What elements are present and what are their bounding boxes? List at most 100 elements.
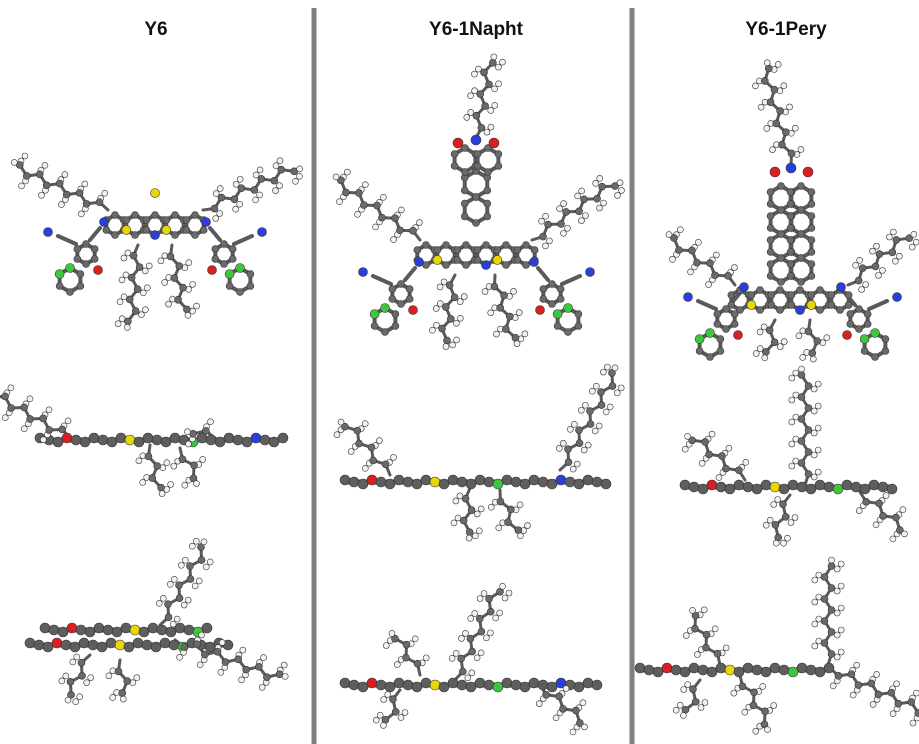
atom [403, 477, 413, 487]
atom [177, 654, 183, 660]
atom [402, 710, 408, 716]
atom [478, 124, 485, 131]
atom [779, 484, 789, 494]
atom [815, 425, 821, 431]
atom [478, 628, 485, 635]
atom [695, 239, 701, 245]
atom [538, 477, 548, 487]
atom [391, 454, 397, 460]
atom [398, 281, 405, 288]
atom [815, 381, 821, 387]
atom [94, 266, 103, 275]
atom [828, 629, 835, 636]
atom [151, 231, 160, 240]
atom [11, 159, 17, 165]
atom [814, 338, 821, 345]
atom [773, 540, 779, 546]
atom [448, 475, 458, 485]
atom [491, 283, 498, 290]
atom [102, 190, 108, 196]
atom [233, 435, 243, 445]
atom [83, 241, 90, 248]
atom [767, 237, 774, 244]
atom [467, 635, 474, 642]
atom [565, 459, 572, 466]
atom [496, 81, 502, 87]
atom [782, 129, 789, 136]
atom [128, 274, 135, 281]
atom [62, 172, 68, 178]
atom [238, 185, 245, 192]
atom [172, 232, 179, 239]
atom [493, 615, 499, 621]
atom [149, 475, 156, 482]
atom [864, 311, 871, 318]
atom [55, 270, 64, 279]
atom [158, 258, 164, 264]
atom [764, 727, 770, 733]
atom [472, 533, 478, 539]
atom [143, 227, 150, 234]
atom [716, 482, 726, 492]
atom [258, 228, 267, 237]
atom [344, 169, 350, 175]
atom [798, 394, 805, 401]
atom [575, 311, 582, 318]
atom [481, 591, 487, 597]
atom [466, 682, 476, 692]
atom [789, 419, 795, 425]
atom [119, 277, 125, 283]
atom [53, 437, 63, 447]
atom [709, 431, 715, 437]
atom [803, 167, 813, 177]
atom [581, 447, 587, 453]
atom [833, 484, 843, 494]
atom [21, 426, 27, 432]
atom [911, 231, 917, 237]
atom [478, 650, 484, 656]
atom [77, 283, 84, 290]
atom [439, 479, 449, 489]
atom [457, 680, 467, 690]
atom [56, 180, 63, 187]
atom [707, 354, 714, 361]
atom [564, 446, 571, 453]
atom [798, 146, 804, 152]
atom [412, 636, 418, 642]
atom [847, 321, 854, 328]
atom [908, 699, 915, 706]
atom [459, 668, 466, 675]
atom [247, 283, 254, 290]
atom [781, 83, 787, 89]
atom [124, 642, 134, 652]
atom [767, 189, 774, 196]
atom [870, 248, 876, 254]
atom [56, 283, 63, 290]
atom [788, 480, 798, 490]
atom [465, 675, 471, 681]
atom [454, 257, 461, 264]
column-title: Y6-1Napht [429, 19, 524, 40]
atom [874, 671, 880, 677]
atom [215, 437, 225, 447]
atom [693, 259, 700, 266]
atom [85, 627, 95, 637]
atom [864, 321, 871, 328]
atom [174, 616, 180, 622]
atom [579, 188, 585, 194]
atom [376, 477, 386, 487]
atom [442, 303, 449, 310]
atom [487, 608, 494, 615]
atom [523, 262, 530, 269]
atom [909, 244, 915, 250]
atom [779, 665, 789, 675]
atom [182, 557, 188, 563]
atom [492, 86, 498, 92]
atom [723, 306, 730, 313]
atom [212, 256, 219, 263]
atom [560, 440, 566, 446]
atom [597, 389, 604, 396]
atom [764, 125, 770, 131]
atom [810, 356, 816, 362]
atom [883, 493, 889, 499]
